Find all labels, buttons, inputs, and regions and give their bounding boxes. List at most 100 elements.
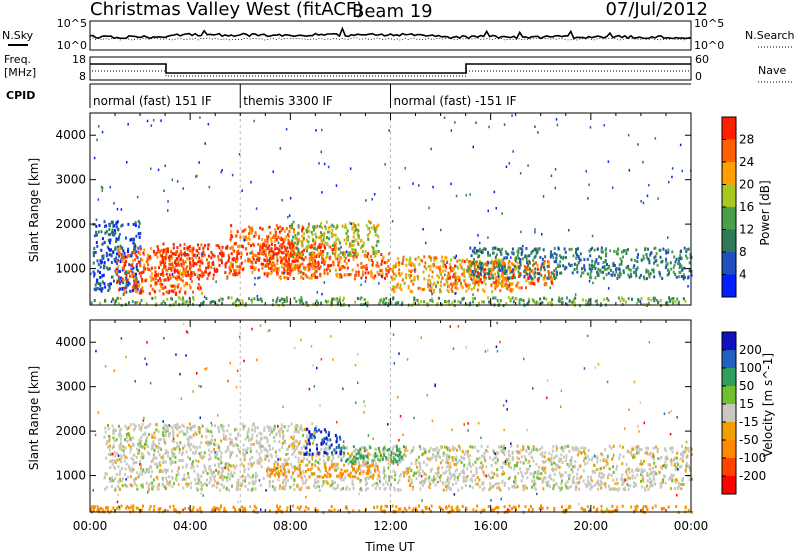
data-cell (315, 269, 318, 273)
data-cell (254, 283, 256, 286)
data-cell (422, 228, 424, 231)
data-cell (543, 268, 546, 272)
data-cell (141, 483, 144, 487)
data-cell (612, 471, 615, 474)
data-cell (137, 246, 140, 250)
data-cell (510, 251, 513, 255)
data-cell (342, 298, 344, 302)
data-cell (584, 446, 587, 450)
data-cell (170, 250, 173, 254)
data-cell (120, 448, 123, 452)
data-cell (288, 243, 291, 247)
data-cell (524, 458, 527, 462)
data-cell (331, 297, 334, 301)
data-cell (134, 278, 137, 282)
data-cell (293, 268, 296, 272)
data-cell (652, 476, 655, 480)
data-cell (182, 486, 185, 490)
data-cell (192, 296, 195, 300)
data-cell (423, 287, 426, 291)
data-cell (197, 460, 200, 463)
data-cell (465, 193, 468, 197)
data-cell (409, 275, 411, 279)
data-cell (97, 198, 100, 201)
data-cell (310, 230, 313, 234)
data-cell (124, 483, 127, 487)
data-cell (399, 286, 402, 290)
data-cell (646, 194, 649, 198)
data-cell (621, 296, 623, 300)
data-cell (283, 271, 285, 275)
data-cell (241, 479, 244, 482)
data-cell (250, 231, 253, 235)
data-cell (124, 255, 127, 258)
data-cell (351, 227, 354, 231)
data-cell (116, 273, 119, 277)
data-cell (448, 285, 450, 289)
data-cell (489, 253, 491, 257)
data-cell (178, 252, 181, 256)
data-cell (162, 286, 165, 290)
data-cell (401, 262, 404, 265)
data-cell (313, 267, 316, 271)
data-cell (501, 212, 503, 215)
data-cell (655, 445, 657, 449)
data-cell (536, 267, 539, 271)
data-cell (244, 424, 246, 428)
data-cell (187, 472, 190, 475)
data-cell (183, 432, 186, 436)
data-cell (268, 244, 271, 248)
data-cell (251, 250, 254, 254)
data-cell (473, 246, 476, 250)
data-cell (502, 304, 505, 308)
data-cell (324, 260, 327, 263)
data-cell (245, 247, 248, 251)
data-cell (647, 488, 650, 491)
data-cell (102, 266, 105, 270)
data-cell (509, 271, 512, 275)
data-cell (259, 442, 262, 446)
data-cell (439, 270, 442, 274)
data-cell (210, 256, 213, 260)
data-cell (284, 238, 287, 242)
data-cell (178, 290, 181, 294)
data-cell (473, 297, 476, 300)
data-cell (355, 468, 358, 471)
data-cell (192, 302, 194, 306)
data-cell (257, 268, 260, 272)
data-cell (348, 221, 351, 225)
data-cell (559, 260, 562, 264)
data-cell (468, 260, 471, 264)
data-cell (241, 230, 244, 234)
data-cell (491, 261, 494, 265)
data-cell (162, 483, 164, 487)
data-cell (592, 463, 595, 467)
data-cell (118, 288, 121, 292)
data-cell (138, 282, 141, 286)
data-cell (150, 276, 153, 280)
data-cell (450, 269, 453, 273)
data-cell (339, 296, 341, 300)
data-cell (640, 258, 643, 262)
data-cell (197, 427, 200, 431)
data-cell (431, 452, 434, 456)
data-cell (540, 266, 543, 270)
data-cell (679, 487, 682, 491)
data-cell (312, 253, 315, 257)
data-cell (307, 235, 310, 239)
data-cell (310, 466, 313, 470)
data-cell (542, 195, 545, 198)
data-cell (172, 275, 175, 279)
data-cell (427, 264, 430, 268)
data-cell (503, 262, 506, 266)
data-cell (343, 463, 345, 467)
data-cell (306, 463, 309, 467)
data-cell (178, 451, 181, 455)
data-cell (489, 267, 492, 271)
data-cell (125, 290, 128, 294)
data-cell (233, 271, 236, 275)
data-cell (343, 254, 346, 258)
data-cell (343, 273, 346, 277)
data-cell (207, 243, 210, 247)
data-cell (128, 466, 131, 470)
